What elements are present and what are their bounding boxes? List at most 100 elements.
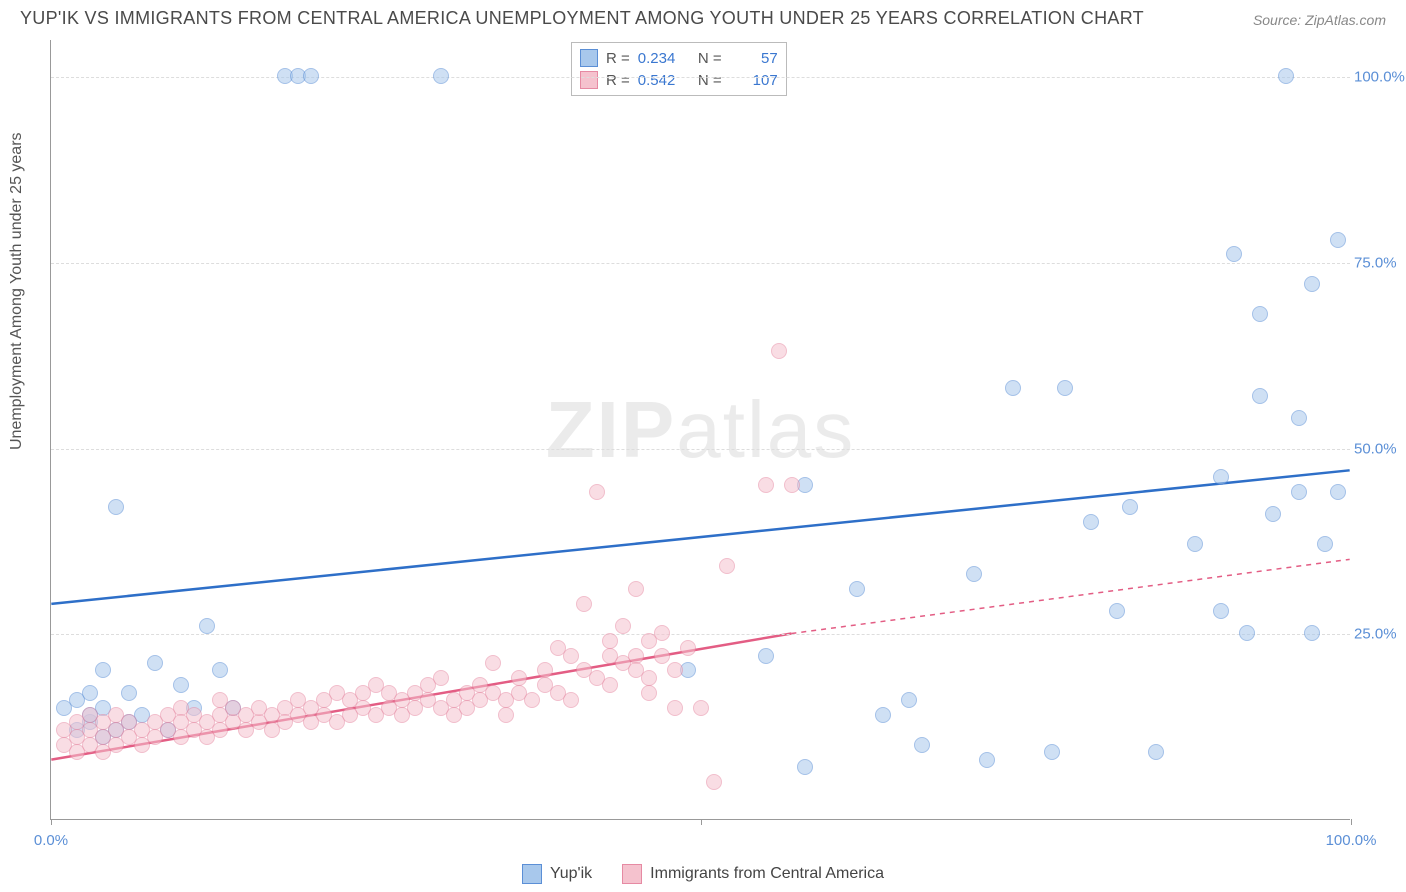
stats-n-value: 107 — [730, 72, 778, 89]
scatter-point — [1187, 536, 1203, 552]
bottom-legend: Yup'ik Immigrants from Central America — [0, 864, 1406, 884]
scatter-point — [1304, 625, 1320, 641]
legend-item: Immigrants from Central America — [622, 864, 884, 884]
scatter-point — [641, 670, 657, 686]
scatter-point — [1226, 246, 1242, 262]
scatter-point — [602, 633, 618, 649]
scatter-point — [602, 677, 618, 693]
x-tick-mark — [51, 819, 52, 825]
y-tick-label: 75.0% — [1354, 254, 1406, 271]
scatter-point — [82, 685, 98, 701]
scatter-point — [511, 670, 527, 686]
scatter-point — [1057, 380, 1073, 396]
scatter-point — [485, 655, 501, 671]
scatter-point — [797, 759, 813, 775]
scatter-point — [667, 662, 683, 678]
y-tick-label: 25.0% — [1354, 626, 1406, 643]
stats-r-label: R = — [606, 50, 630, 67]
gridline — [51, 263, 1350, 264]
scatter-point — [173, 677, 189, 693]
scatter-point — [693, 700, 709, 716]
scatter-point — [849, 581, 865, 597]
watermark: ZIPatlas — [546, 384, 855, 476]
scatter-point — [563, 692, 579, 708]
source-label: Source: ZipAtlas.com — [1253, 12, 1386, 28]
scatter-point — [1278, 68, 1294, 84]
scatter-point — [524, 692, 540, 708]
x-tick-mark — [1351, 819, 1352, 825]
stats-n-label: N = — [694, 50, 722, 67]
scatter-point — [966, 566, 982, 582]
legend-label: Immigrants from Central America — [650, 865, 884, 883]
stats-n-label: N = — [694, 72, 722, 89]
stats-swatch — [580, 71, 598, 89]
scatter-point — [1083, 514, 1099, 530]
scatter-point — [758, 477, 774, 493]
scatter-point — [433, 670, 449, 686]
x-tick-label: 0.0% — [34, 832, 68, 849]
scatter-point — [1304, 276, 1320, 292]
stats-row: R = 0.542 N = 107 — [580, 69, 778, 91]
scatter-point — [1005, 380, 1021, 396]
scatter-point — [628, 648, 644, 664]
stats-n-value: 57 — [730, 50, 778, 67]
scatter-point — [1330, 232, 1346, 248]
scatter-point — [537, 662, 553, 678]
scatter-point — [615, 618, 631, 634]
y-tick-label: 50.0% — [1354, 440, 1406, 457]
scatter-point — [1252, 306, 1268, 322]
scatter-point — [1330, 484, 1346, 500]
gridline — [51, 449, 1350, 450]
y-tick-label: 100.0% — [1354, 69, 1406, 86]
x-tick-label: 100.0% — [1326, 832, 1377, 849]
scatter-point — [875, 707, 891, 723]
correlation-stats-box: R = 0.234 N = 57 R = 0.542 N = 107 — [571, 42, 787, 96]
scatter-point — [1291, 410, 1307, 426]
scatter-point — [589, 484, 605, 500]
scatter-point — [1239, 625, 1255, 641]
scatter-point — [1148, 744, 1164, 760]
scatter-point — [108, 499, 124, 515]
scatter-point — [95, 662, 111, 678]
legend-item: Yup'ik — [522, 864, 592, 884]
chart-title: YUP'IK VS IMMIGRANTS FROM CENTRAL AMERIC… — [20, 8, 1144, 29]
scatter-point — [667, 700, 683, 716]
scatter-point — [1044, 744, 1060, 760]
scatter-point — [498, 707, 514, 723]
stats-r-value: 0.542 — [638, 72, 686, 89]
y-axis-label: Unemployment Among Youth under 25 years — [8, 132, 26, 450]
scatter-point — [121, 685, 137, 701]
trend-line-dashed — [791, 559, 1349, 633]
scatter-point — [563, 648, 579, 664]
scatter-point — [680, 640, 696, 656]
scatter-point — [654, 648, 670, 664]
scatter-point — [914, 737, 930, 753]
scatter-point — [654, 625, 670, 641]
scatter-point — [1122, 499, 1138, 515]
scatter-point — [1213, 469, 1229, 485]
scatter-point — [719, 558, 735, 574]
scatter-point — [758, 648, 774, 664]
scatter-point — [784, 477, 800, 493]
legend-swatch — [622, 864, 642, 884]
chart-plot-area: ZIPatlas R =0.234 N =57R =0.542 N =107 2… — [50, 40, 1350, 820]
stats-r-value: 0.234 — [638, 50, 686, 67]
scatter-point — [1265, 506, 1281, 522]
scatter-point — [147, 655, 163, 671]
x-tick-mark — [701, 819, 702, 825]
scatter-point — [628, 581, 644, 597]
gridline — [51, 634, 1350, 635]
legend-label: Yup'ik — [550, 865, 592, 883]
scatter-point — [303, 68, 319, 84]
scatter-point — [979, 752, 995, 768]
scatter-point — [771, 343, 787, 359]
trend-line — [51, 470, 1349, 604]
scatter-point — [641, 685, 657, 701]
gridline — [51, 77, 1350, 78]
scatter-point — [199, 618, 215, 634]
scatter-point — [1109, 603, 1125, 619]
scatter-point — [901, 692, 917, 708]
stats-r-label: R = — [606, 72, 630, 89]
scatter-point — [1291, 484, 1307, 500]
stats-row: R = 0.234 N = 57 — [580, 47, 778, 69]
